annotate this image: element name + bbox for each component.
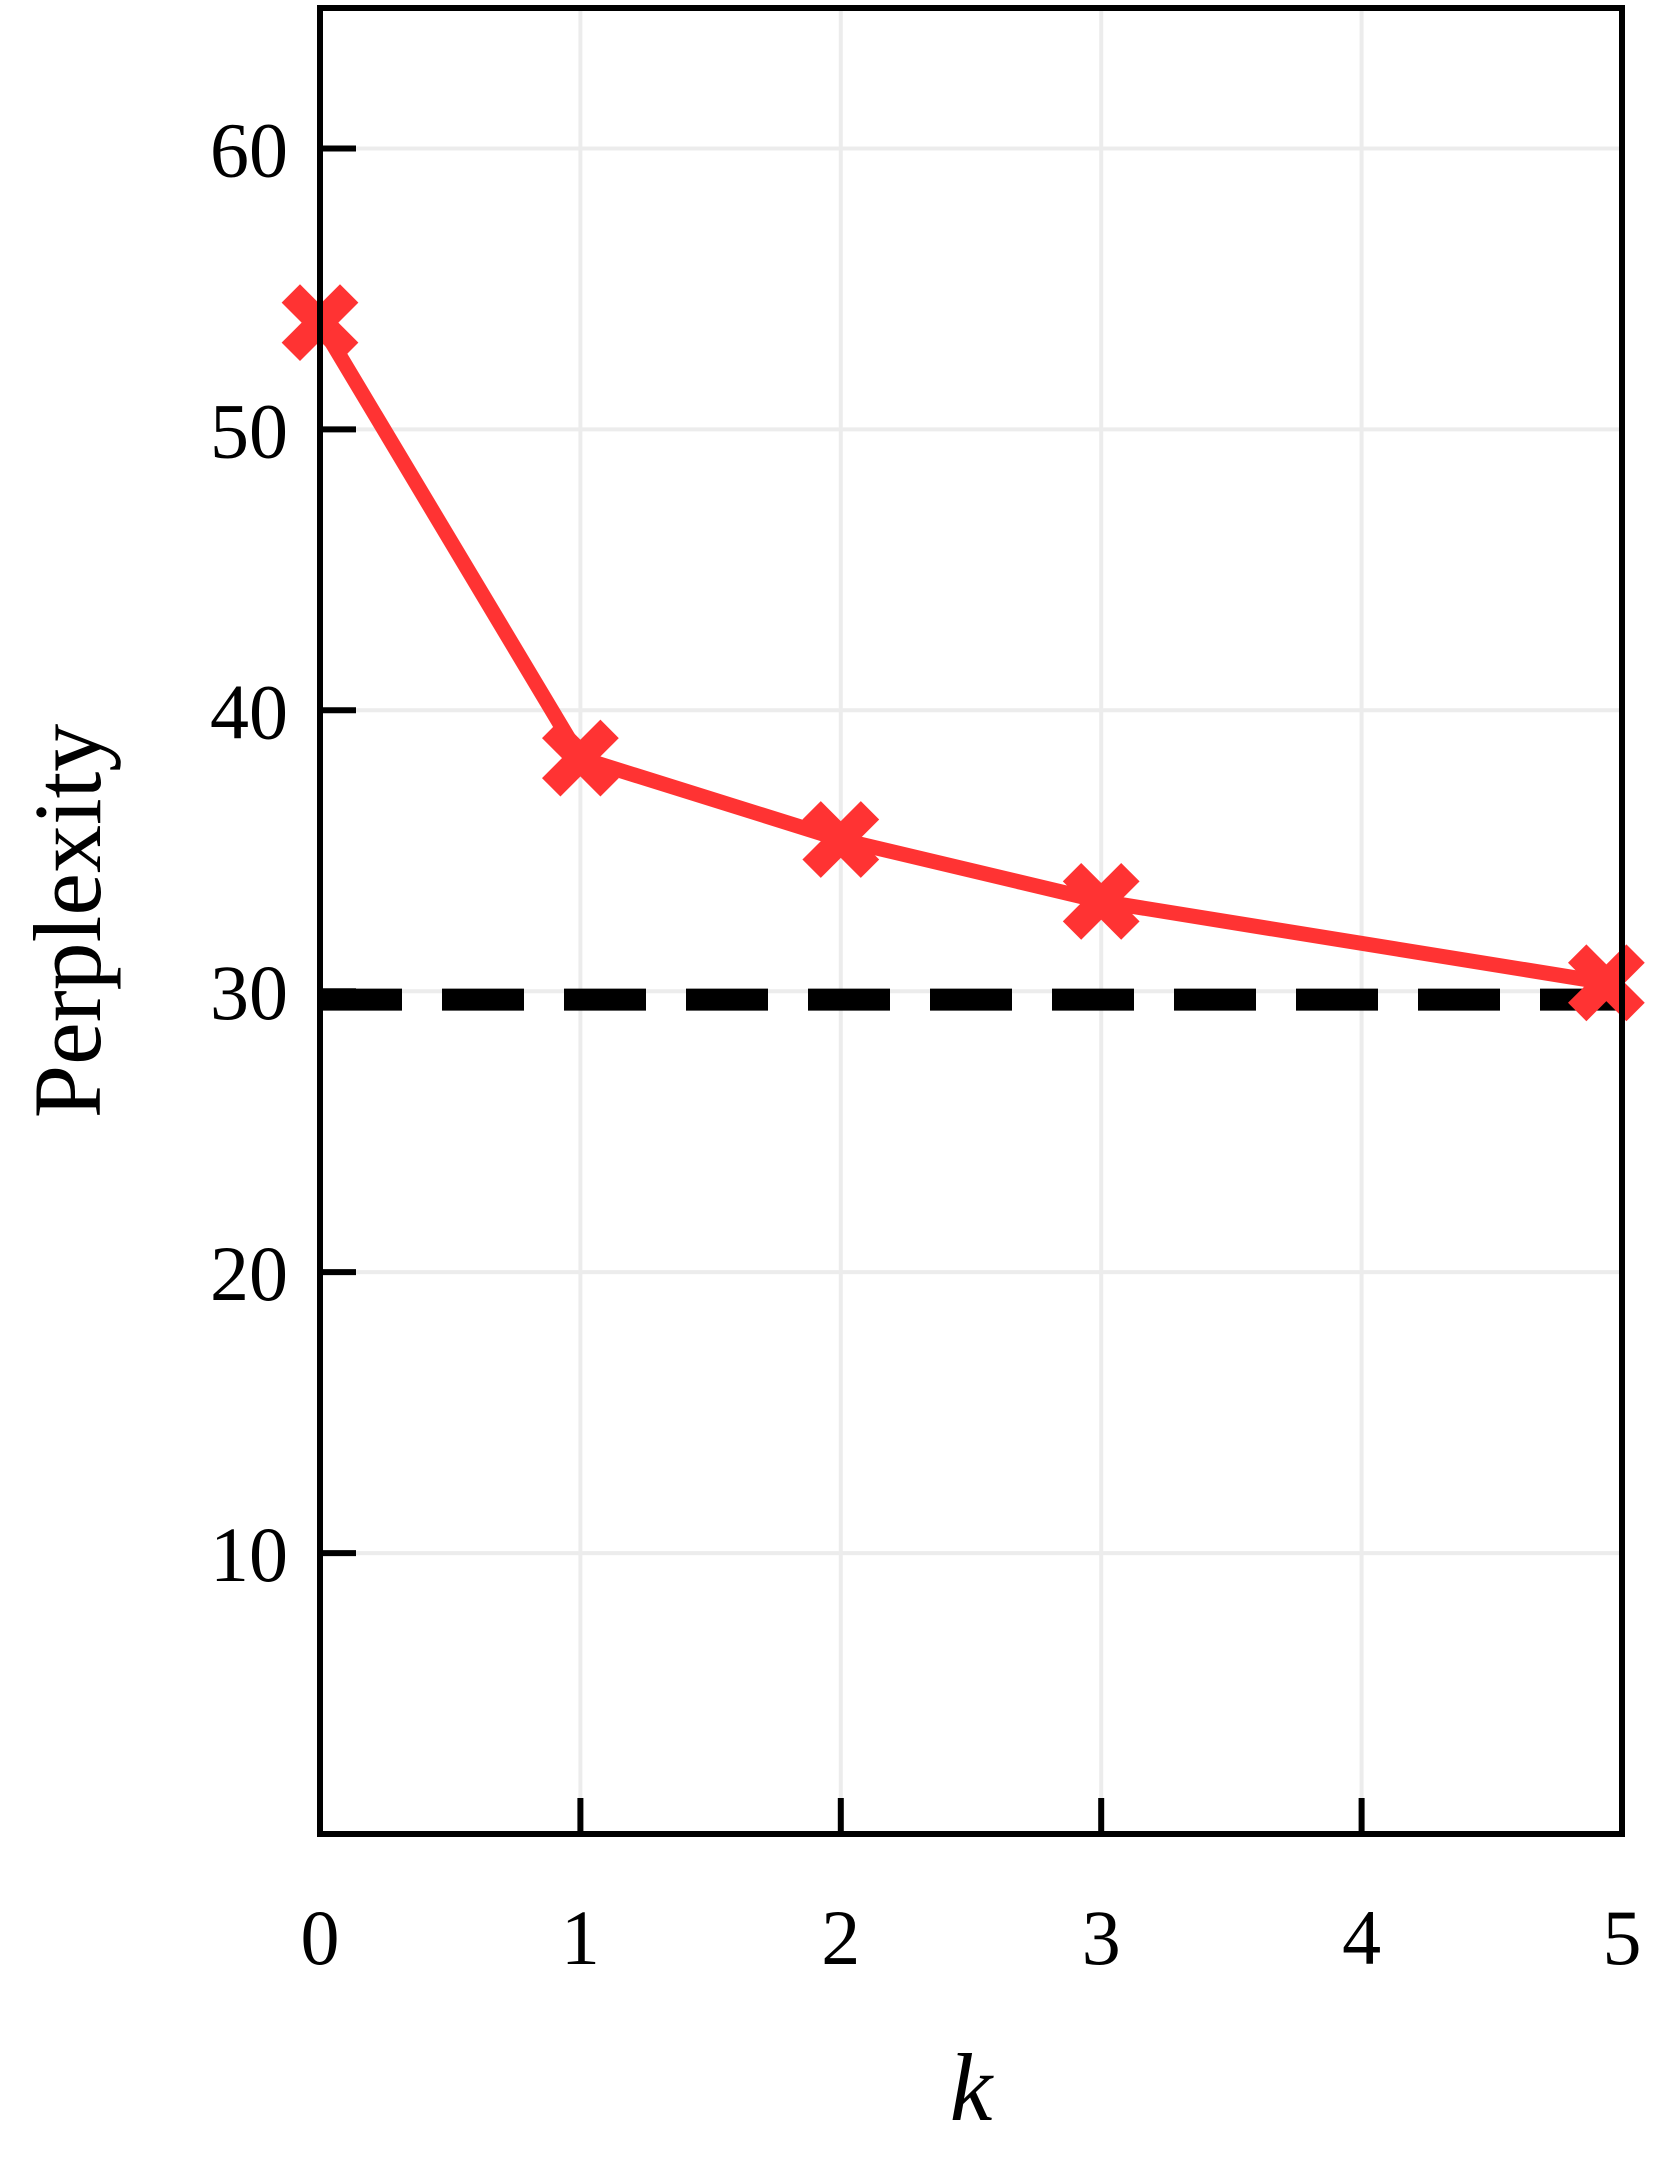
tick-marks bbox=[320, 145, 1365, 1834]
x-tick-label: 4 bbox=[1342, 1894, 1381, 1981]
data-point-marker bbox=[542, 719, 619, 797]
y-tick-label: 10 bbox=[210, 1511, 288, 1598]
y-tick-label: 30 bbox=[210, 949, 288, 1036]
x-tick-label: 1 bbox=[561, 1894, 600, 1981]
y-axis-label: Perplexity bbox=[14, 724, 121, 1119]
x-tick-labels: 0 1 2 3 4 5 bbox=[301, 1894, 1642, 1981]
y-tick-label: 20 bbox=[210, 1230, 288, 1317]
marker-stroke bbox=[802, 801, 880, 878]
x-axis-label: k bbox=[950, 2034, 995, 2141]
y-tick-labels: 10 20 30 40 50 60 bbox=[210, 106, 288, 1598]
grid-lines bbox=[318, 8, 1624, 1834]
y-tick-label: 50 bbox=[210, 387, 288, 474]
x-tick-label: 0 bbox=[301, 1894, 340, 1981]
x-tick-label: 3 bbox=[1082, 1894, 1121, 1981]
x-tick-label: 2 bbox=[821, 1894, 860, 1981]
data-point-marker bbox=[1062, 862, 1140, 940]
plot-frame bbox=[317, 5, 1625, 1837]
series-line bbox=[313, 318, 1608, 991]
y-tick-label: 60 bbox=[210, 106, 288, 193]
data-point-marker bbox=[802, 801, 880, 878]
series-layer bbox=[281, 284, 1645, 1022]
marker-stroke bbox=[1062, 862, 1140, 940]
y-tick-label: 40 bbox=[210, 668, 288, 755]
x-tick-label: 5 bbox=[1603, 1894, 1642, 1981]
marker-stroke bbox=[542, 719, 619, 797]
